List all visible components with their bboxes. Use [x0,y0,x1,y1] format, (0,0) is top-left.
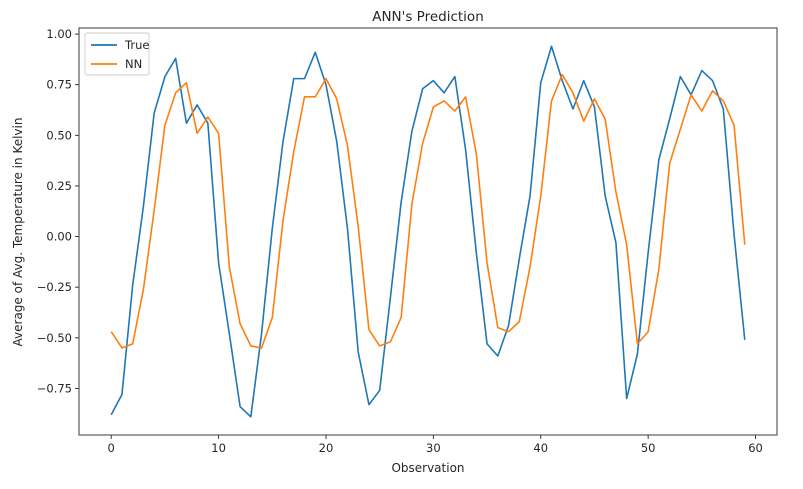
x-tick-label: 0 [108,441,115,455]
x-tick-label: 30 [426,441,441,455]
x-tick-label: 50 [641,441,656,455]
plot-area-frame [78,27,778,436]
y-tick-label: −0.50 [37,331,72,345]
legend: True NN [84,32,150,76]
legend-label: True [124,38,149,52]
y-axis-label: Average of Avg. Temperature in Kelvin [11,118,25,347]
y-tick-label: 0.75 [46,78,72,92]
series-line-true [110,45,746,418]
series-line-nn [110,73,746,349]
y-tick-label: −0.75 [37,381,72,395]
y-tick-label: 0.25 [46,179,72,193]
x-axis-label: Observation [391,461,464,475]
y-tick-label: 0.50 [46,128,72,142]
y-tick-label: 1.00 [46,27,72,41]
x-tick-label: 10 [211,441,226,455]
series-group [110,45,746,418]
y-axis: −0.75 −0.50 −0.25 0.00 0.25 0.50 0.75 1.00 [37,27,79,395]
y-tick-label: 0.00 [46,230,72,244]
chart-title: ANN's Prediction [372,9,484,25]
x-tick-label: 40 [533,441,548,455]
x-tick-label: 60 [748,441,763,455]
legend-label: NN [125,57,142,71]
x-axis: 0 10 20 30 40 50 60 [108,435,763,455]
x-tick-label: 20 [319,441,334,455]
y-tick-label: −0.25 [37,280,72,294]
